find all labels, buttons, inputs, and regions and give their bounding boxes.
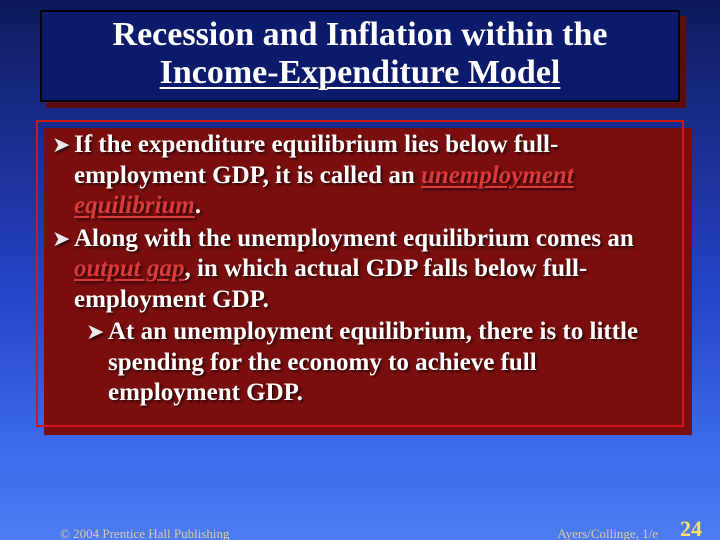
- bullet-item: ➤ If the expenditure equilibrium lies be…: [52, 130, 668, 222]
- footer-copyright: © 2004 Prentice Hall Publishing: [60, 526, 229, 540]
- bullet-text: At an unemployment equilibrium, there is…: [108, 317, 668, 409]
- title-line-2: Income-Expenditure Model: [54, 54, 666, 92]
- page-number: 24: [680, 516, 702, 540]
- bullet-text: If the expenditure equilibrium lies belo…: [74, 130, 668, 222]
- title-container: Recession and Inflation within the Incom…: [40, 10, 680, 102]
- bullet-arrow-icon: ➤: [86, 317, 108, 347]
- bullet-1-post: .: [195, 192, 201, 219]
- bullet-2-pre: Along with the unemployment equilibrium …: [74, 225, 634, 252]
- title-box: Recession and Inflation within the Incom…: [40, 10, 680, 102]
- bullet-2-term: output gap: [74, 255, 184, 282]
- footer-right: Ayers/Collinge, 1/e 24: [557, 516, 702, 540]
- bullet-text: Along with the unemployment equilibrium …: [74, 224, 668, 316]
- bullet-item-sub: ➤ At an unemployment equilibrium, there …: [52, 317, 668, 409]
- title-line-1: Recession and Inflation within the: [54, 16, 666, 54]
- bullet-arrow-icon: ➤: [52, 130, 74, 160]
- body-box: ➤ If the expenditure equilibrium lies be…: [36, 120, 684, 427]
- bullet-arrow-icon: ➤: [52, 224, 74, 254]
- body-container: ➤ If the expenditure equilibrium lies be…: [36, 120, 684, 427]
- footer-authors: Ayers/Collinge, 1/e: [557, 526, 658, 540]
- bullet-3: At an unemployment equilibrium, there is…: [108, 318, 638, 406]
- footer: © 2004 Prentice Hall Publishing Ayers/Co…: [0, 516, 720, 540]
- bullet-item: ➤ Along with the unemployment equilibriu…: [52, 224, 668, 316]
